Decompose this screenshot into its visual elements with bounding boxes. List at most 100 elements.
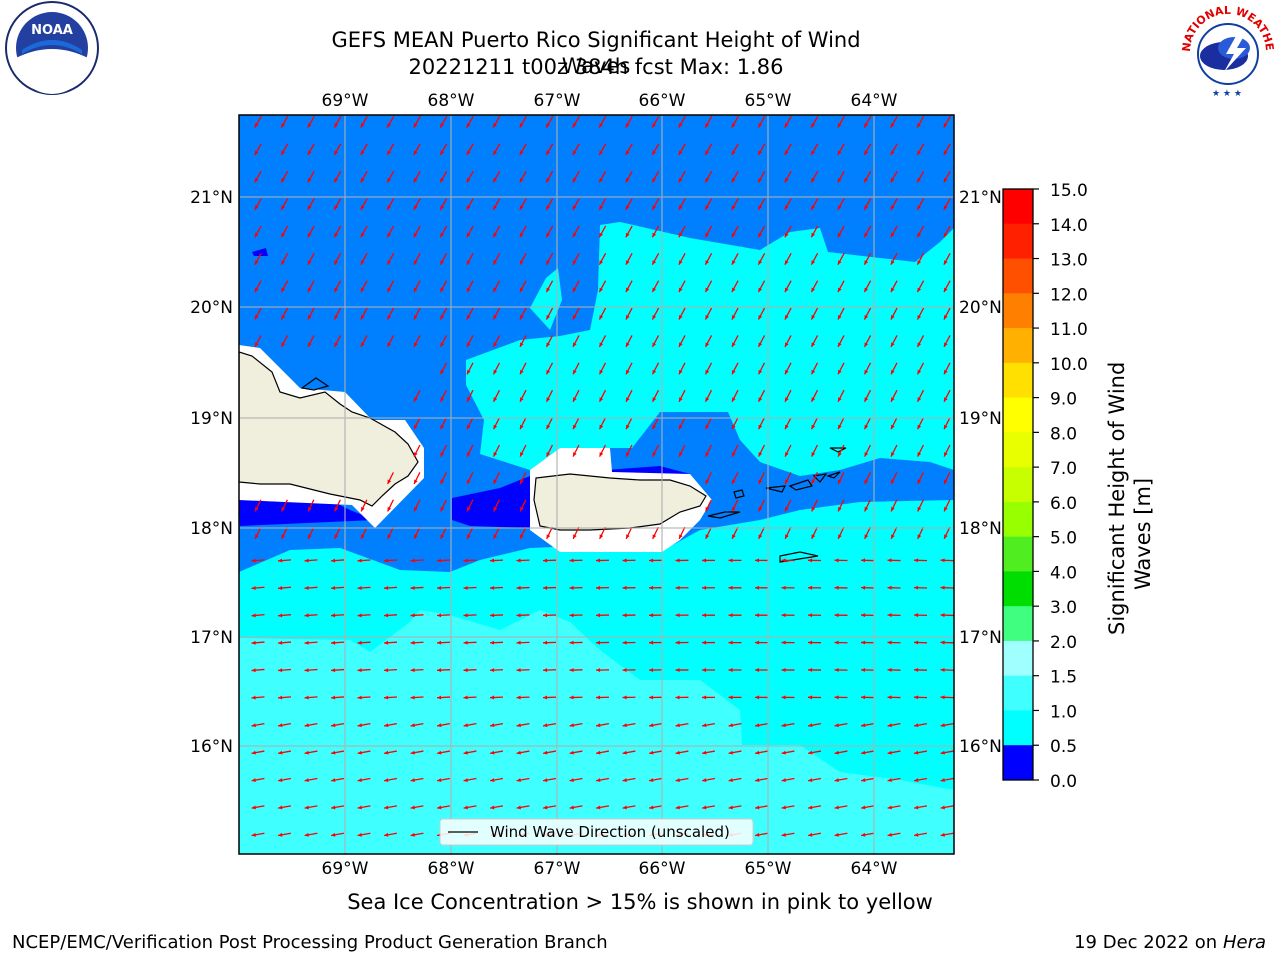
wave-arrow xyxy=(837,116,845,128)
wave-arrow xyxy=(439,143,448,156)
wave-arrow xyxy=(810,116,819,128)
wave-arrow xyxy=(943,526,951,540)
wave-arrow xyxy=(731,362,739,375)
wave-arrow xyxy=(648,750,663,755)
wave-arrow xyxy=(834,640,848,645)
wave-arrow xyxy=(811,499,818,512)
wave-arrow xyxy=(704,116,713,128)
lat-label-right: 21°N xyxy=(959,188,1002,208)
wave-arrow xyxy=(863,362,872,375)
wave-arrow xyxy=(545,252,554,266)
wave-arrow xyxy=(863,307,872,320)
wave-arrow xyxy=(913,558,928,563)
wave-arrow xyxy=(678,225,686,238)
wave-arrow xyxy=(890,526,898,540)
lon-label-bottom: 67°W xyxy=(534,859,581,879)
wave-arrow xyxy=(675,585,689,590)
wave-arrow xyxy=(360,499,368,512)
wave-arrow xyxy=(357,750,371,755)
wave-arrow xyxy=(810,252,819,266)
wave-arrow xyxy=(728,723,742,728)
wave-arrow xyxy=(436,668,451,673)
wave-arrow xyxy=(280,335,289,348)
wave-arrow xyxy=(837,307,845,320)
wave-arrow xyxy=(595,723,610,728)
wave-arrow xyxy=(943,307,951,320)
wave-arrow xyxy=(913,585,928,590)
wave-arrow xyxy=(784,116,792,128)
wave-arrow xyxy=(545,280,554,293)
wave-arrow xyxy=(648,613,663,618)
map-frame xyxy=(238,114,955,855)
wave-arrow xyxy=(704,389,713,403)
wave-arrow xyxy=(307,499,315,512)
wave-arrow xyxy=(360,170,368,183)
wave-arrow xyxy=(625,362,633,375)
wave-arrow xyxy=(595,585,610,590)
wave-arrow xyxy=(916,116,925,128)
wave-arrow xyxy=(834,558,848,563)
wave-arrow xyxy=(913,750,928,755)
wave-arrow xyxy=(678,307,686,320)
wave-arrow xyxy=(784,280,792,293)
wave-arrow xyxy=(678,389,686,403)
arrow-legend-label: Wind Wave Direction (unscaled) xyxy=(490,823,730,841)
wave-arrow xyxy=(413,472,421,485)
wave-arrow xyxy=(466,225,474,238)
wave-arrow xyxy=(410,558,424,563)
wave-arrow xyxy=(651,417,660,430)
graticule xyxy=(239,115,954,854)
wave-arrow xyxy=(330,832,345,837)
colorbar-segment xyxy=(1003,501,1033,538)
wave-arrow xyxy=(357,832,371,837)
lat-label-left: 19°N xyxy=(190,409,233,429)
wave-arrow xyxy=(413,280,421,293)
wave-arrow xyxy=(280,225,289,238)
wave-arrow xyxy=(330,640,345,645)
wave-arrow xyxy=(784,526,792,540)
wave-arrow xyxy=(516,777,530,782)
wave-arrow xyxy=(307,143,315,156)
wave-arrow xyxy=(651,444,660,457)
wave-arrow xyxy=(251,777,265,782)
wave-arrow xyxy=(330,777,345,782)
wave-arrow xyxy=(413,170,421,183)
wave-arrow xyxy=(863,198,872,211)
wave-arrow xyxy=(943,198,951,211)
wave-arrow xyxy=(387,526,394,540)
wave-arrow xyxy=(598,225,607,238)
wave-arrow xyxy=(887,777,901,782)
wave-arrow xyxy=(281,526,288,540)
wave-arrow xyxy=(357,695,371,700)
wave-arrow xyxy=(466,417,474,430)
wave-arrow xyxy=(386,143,395,156)
wave-arrow xyxy=(622,558,636,563)
wave-arrow xyxy=(595,668,610,673)
wave-arrow xyxy=(863,417,872,430)
wave-arrow xyxy=(837,389,845,403)
wave-arrow xyxy=(489,805,504,810)
wave-arrow xyxy=(807,585,822,590)
wave-arrow xyxy=(758,499,765,512)
wave-arrow xyxy=(701,695,716,700)
wave-arrow xyxy=(489,640,504,645)
wave-arrow xyxy=(784,444,792,457)
wave-arrow xyxy=(731,335,739,348)
wave-arrow xyxy=(625,225,633,238)
wave-arrow xyxy=(516,668,530,673)
wave-arrow xyxy=(492,252,501,266)
wave-arrow xyxy=(254,526,262,540)
wave-arrow xyxy=(383,805,398,810)
wave-arrow xyxy=(277,777,292,782)
wave-arrow xyxy=(890,143,898,156)
wave-arrow xyxy=(413,417,421,430)
chart-title: GEFS MEAN Puerto Rico Significant Height… xyxy=(331,28,861,78)
wave-arrow xyxy=(439,307,448,320)
colorbar-segment xyxy=(1003,189,1033,225)
lon-label-top: 68°W xyxy=(428,91,475,111)
wave-arrow xyxy=(572,170,580,183)
wave-arrow xyxy=(728,613,742,618)
wave-arrow xyxy=(251,613,265,618)
colorbar-segment xyxy=(1003,606,1033,642)
wave-arrow xyxy=(916,417,925,430)
